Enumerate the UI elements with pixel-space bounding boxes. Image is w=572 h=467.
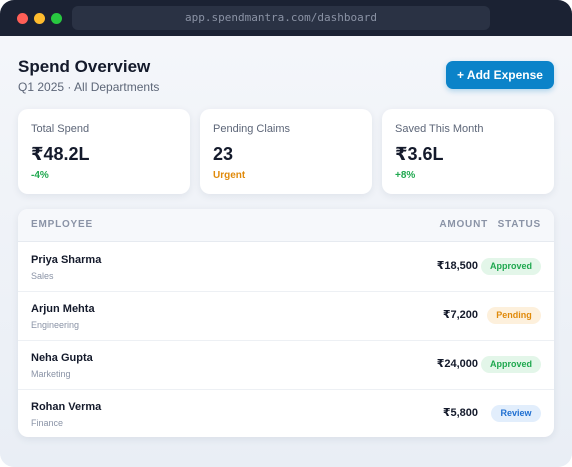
stat-value: ₹48.2L <box>31 144 90 164</box>
status-badge: Approved <box>481 356 541 373</box>
table-row[interactable]: Priya Sharma Sales ₹18,500 Approved <box>18 242 554 292</box>
expense-table: EMPLOYEE AMOUNT STATUS Priya Sharma Sale… <box>18 209 554 437</box>
status-badge: Review <box>491 405 541 422</box>
maximize-dot[interactable] <box>51 13 62 24</box>
stat-label: Pending Claims <box>213 123 291 135</box>
status-badge: Approved <box>481 258 541 275</box>
stat-card: Total Spend ₹48.2L -4% <box>18 109 190 194</box>
dashboard: Spend Overview Q1 2025 · All Departments… <box>0 36 572 467</box>
page-subtitle: Q1 2025 · All Departments <box>18 80 160 94</box>
amount: ₹7,200 <box>442 309 478 321</box>
employee-name: Neha Gupta <box>31 352 93 364</box>
department: Engineering <box>31 320 80 330</box>
stat-value: ₹3.6L <box>395 144 444 164</box>
amount: ₹5,800 <box>442 407 478 419</box>
stat-note: -4% <box>31 170 49 181</box>
stat-card: Saved This Month ₹3.6L +8% <box>382 109 554 194</box>
table-row[interactable]: Neha Gupta Marketing ₹24,000 Approved <box>18 340 554 390</box>
column-header: AMOUNT <box>439 219 488 230</box>
table-header: EMPLOYEE AMOUNT STATUS <box>18 209 554 242</box>
department: Sales <box>31 271 54 281</box>
amount: ₹24,000 <box>436 358 478 370</box>
table-row[interactable]: Rohan Verma Finance ₹5,800 Review <box>18 389 554 437</box>
column-header: STATUS <box>497 219 541 230</box>
amount: ₹18,500 <box>436 260 478 272</box>
url-bar[interactable]: app.spendmantra.com/dashboard <box>72 6 490 30</box>
stat-note: +8% <box>395 170 416 181</box>
stat-card: Pending Claims 23 Urgent <box>200 109 372 194</box>
stat-label: Saved This Month <box>395 123 484 135</box>
column-header: EMPLOYEE <box>31 219 93 230</box>
add-expense-button[interactable]: + Add Expense <box>446 61 554 89</box>
minimize-dot[interactable] <box>34 13 45 24</box>
employee-name: Rohan Verma <box>31 401 102 413</box>
close-dot[interactable] <box>17 13 28 24</box>
employee-name: Arjun Mehta <box>31 303 95 315</box>
table-row[interactable]: Arjun Mehta Engineering ₹7,200 Pending <box>18 291 554 341</box>
employee-name: Priya Sharma <box>31 254 102 266</box>
stat-note: Urgent <box>213 170 246 181</box>
browser-bar: app.spendmantra.com/dashboard <box>0 0 572 36</box>
stat-label: Total Spend <box>31 123 90 135</box>
page-title: Spend Overview <box>18 57 151 76</box>
department: Marketing <box>31 369 71 379</box>
stat-value: 23 <box>213 144 234 164</box>
status-badge: Pending <box>487 307 541 324</box>
department: Finance <box>31 418 64 428</box>
